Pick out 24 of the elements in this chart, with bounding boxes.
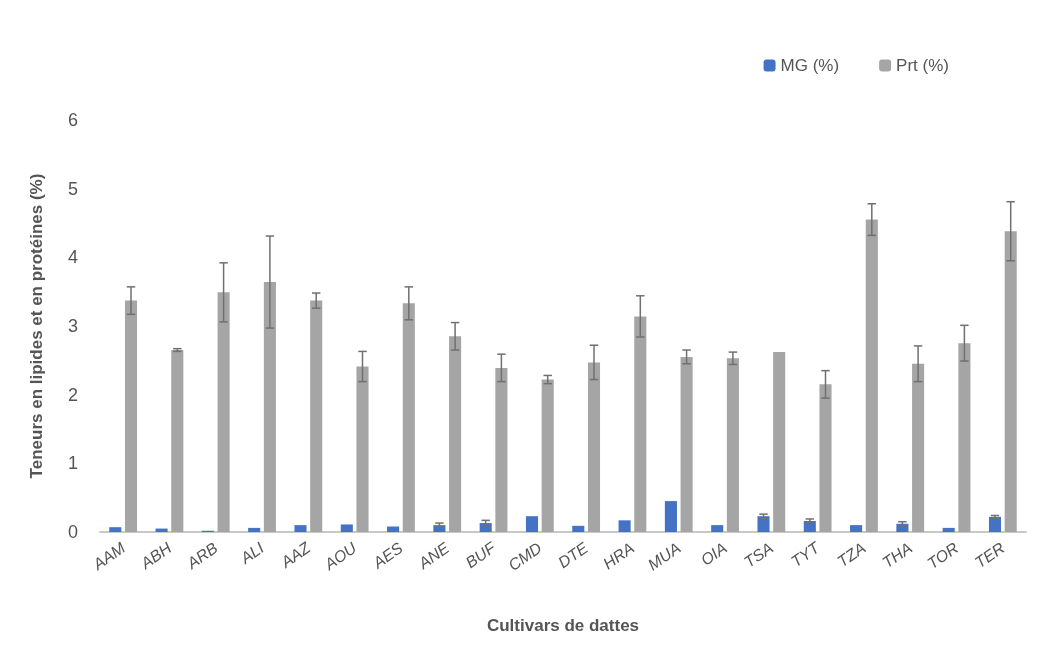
x-tick-label: CMD (505, 538, 546, 574)
x-tick-label: TER (971, 538, 1009, 572)
x-tick-label: ARB (183, 538, 221, 573)
x-tick-label: ALI (236, 538, 268, 568)
y-axis-title: Teneurs en lipides et en protéines (%) (27, 173, 46, 479)
x-tick-label: HRA (599, 539, 638, 573)
x-tick-label: TYT (788, 538, 824, 571)
x-tick-label: BUF (462, 538, 500, 572)
y-tick-label: 6 (67, 110, 78, 130)
y-tick-label: 3 (67, 316, 78, 336)
x-tick-label: DTE (555, 538, 592, 572)
legend-label: Prt (%) (896, 56, 950, 75)
x-tick-label: OIA (697, 539, 730, 569)
legend-label: MG (%) (780, 56, 840, 75)
x-tick-label: TOR (924, 538, 962, 573)
y-tick-label: 1 (67, 453, 78, 474)
y-tick-label: 5 (67, 178, 78, 199)
y-tick-label: 2 (67, 384, 78, 405)
y-tick-label: 0 (67, 522, 78, 542)
x-tick-label: TZA (834, 539, 869, 571)
x-axis-title: Cultivars de dattes (486, 616, 640, 635)
x-tick-label: THA (879, 539, 916, 572)
x-tick-label: TSA (740, 539, 777, 571)
y-tick-label: 4 (67, 247, 78, 268)
